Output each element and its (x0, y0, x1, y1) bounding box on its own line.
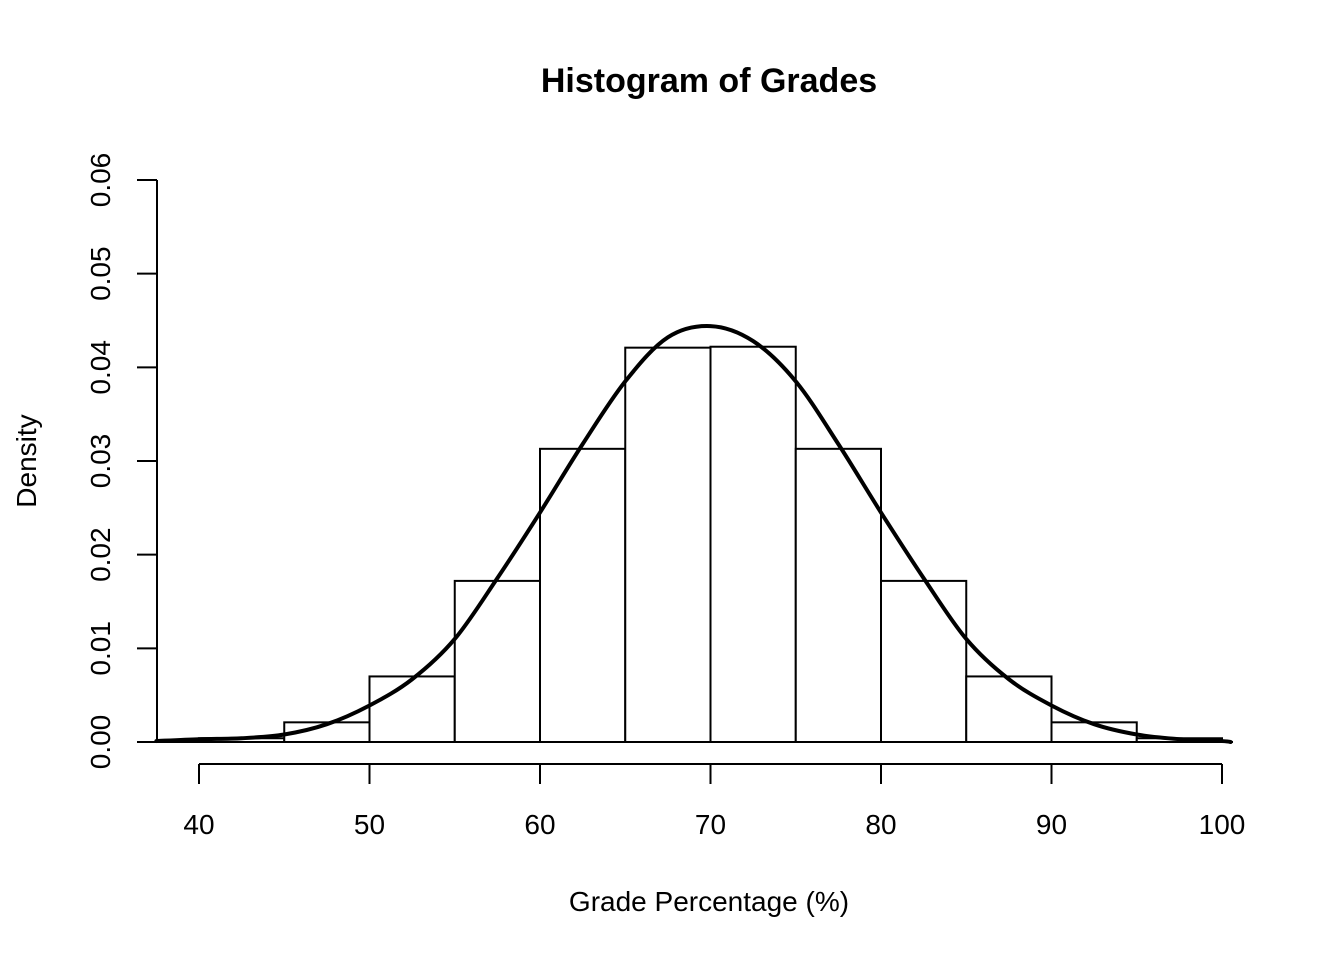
y-tick-label: 0.06 (85, 153, 116, 208)
histogram-bar (368, 675, 456, 744)
histogram-bars (155, 345, 1223, 744)
chart-title: Histogram of Grades (541, 62, 877, 100)
x-tick-label: 60 (524, 809, 555, 840)
histogram-bar (624, 346, 712, 743)
histogram-bar (453, 579, 541, 743)
histogram-bar (880, 579, 968, 743)
y-tick-label: 0.01 (85, 621, 116, 676)
x-tick-label: 100 (1199, 809, 1246, 840)
x-axis-label: Grade Percentage (%) (569, 886, 849, 917)
y-tick-label: 0.04 (85, 340, 116, 395)
x-tick-label: 80 (865, 809, 896, 840)
y-axis: 0.00 0.01 0.02 0.03 0.04 0.05 0.06 (85, 153, 158, 770)
x-tick-label: 40 (183, 809, 214, 840)
y-axis-label: Density (11, 414, 42, 507)
x-tick-label: 70 (695, 809, 726, 840)
y-tick-label: 0.05 (85, 246, 116, 301)
histogram-bar (539, 447, 627, 743)
histogram-bar (794, 447, 882, 743)
histogram-bar (709, 345, 797, 743)
density-curve-group (154, 324, 1233, 744)
y-tick-label: 0.00 (85, 715, 116, 770)
y-tick-label: 0.03 (85, 434, 116, 489)
density-curve (154, 324, 1233, 744)
x-tick-label: 50 (354, 809, 385, 840)
x-tick-label: 90 (1036, 809, 1067, 840)
histogram-bar (965, 675, 1053, 744)
x-axis: 40 50 60 70 80 90 100 (183, 763, 1246, 840)
y-tick-label: 0.02 (85, 527, 116, 582)
